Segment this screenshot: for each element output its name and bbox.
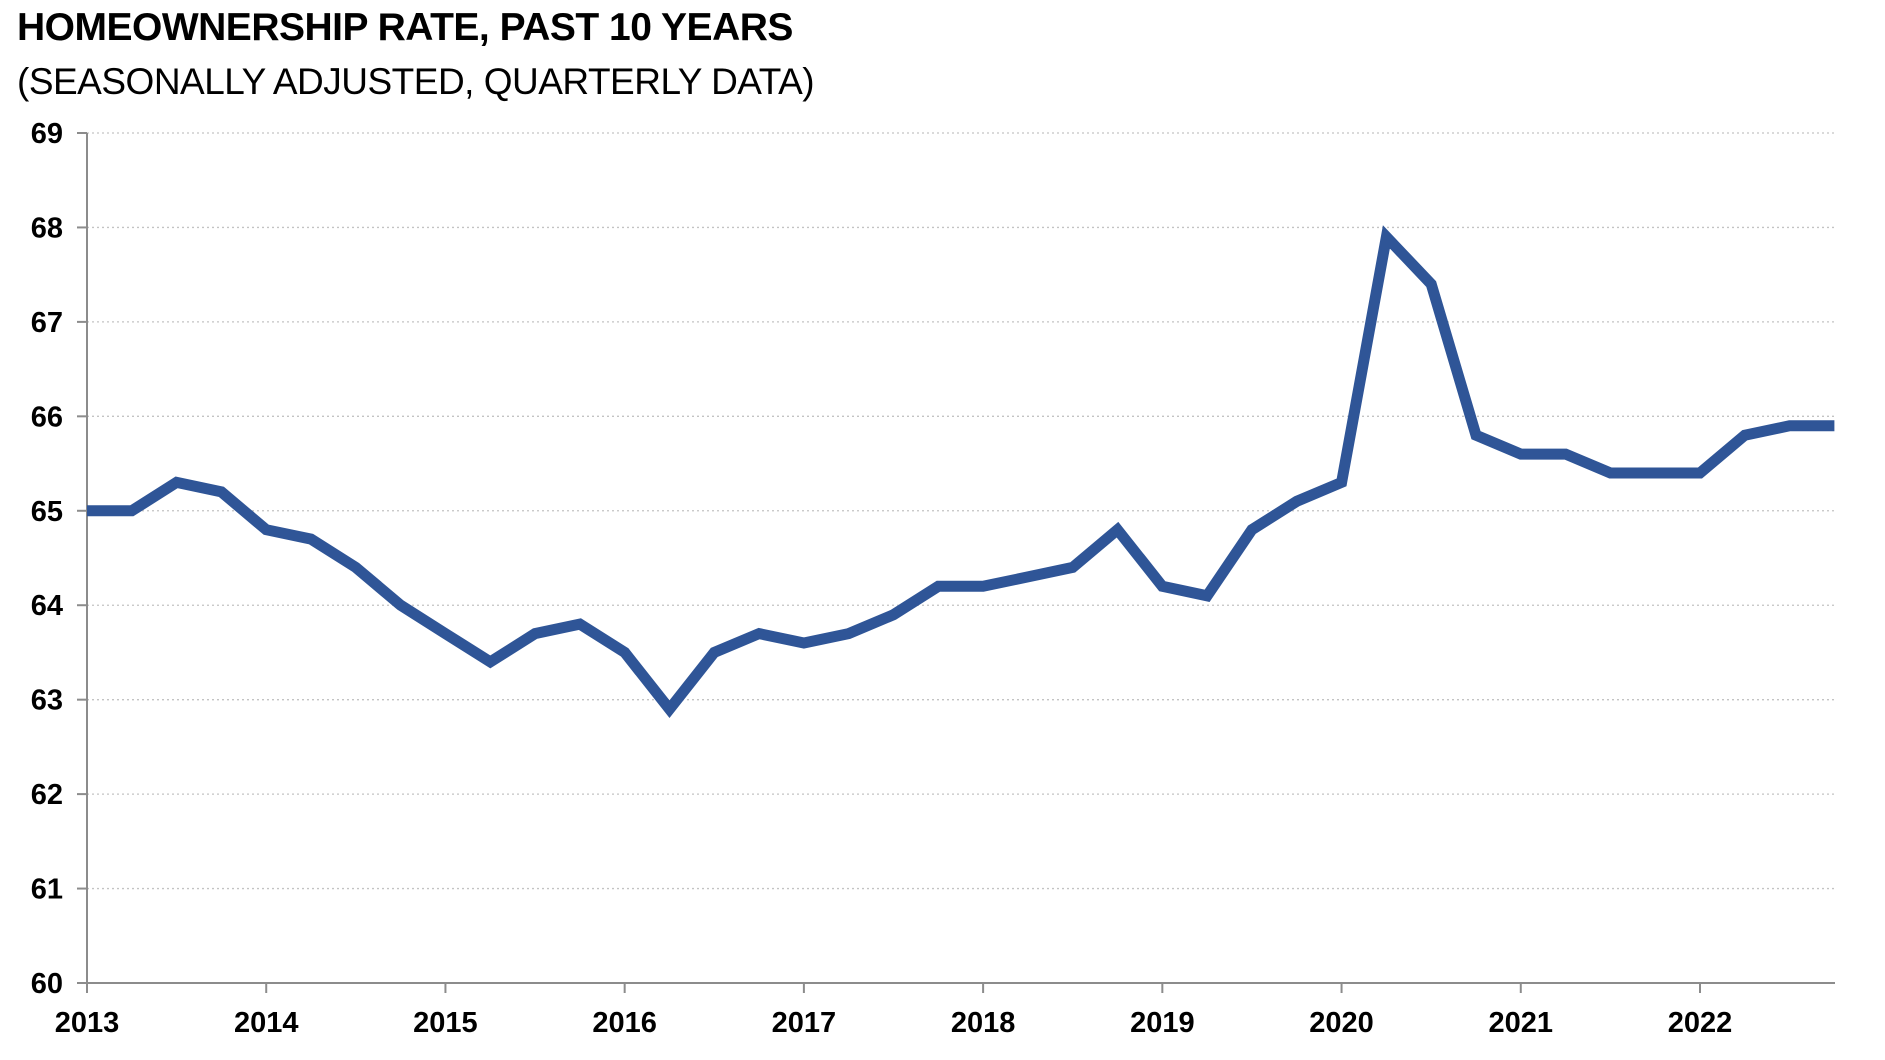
x-axis-tick-label: 2014 — [234, 1007, 299, 1039]
y-axis-tick-label: 65 — [31, 496, 63, 528]
y-axis-tick-label: 60 — [31, 968, 63, 1000]
y-axis-tick-label: 69 — [31, 118, 63, 150]
x-axis-tick-label: 2020 — [1309, 1007, 1374, 1039]
x-axis-tick-label: 2018 — [951, 1007, 1016, 1039]
x-axis-tick-label: 2019 — [1130, 1007, 1195, 1039]
chart-title: HOMEOWNERSHIP RATE, PAST 10 YEARS — [17, 6, 793, 49]
x-axis-tick-label: 2016 — [592, 1007, 657, 1039]
y-axis-tick-label: 62 — [31, 779, 63, 811]
y-axis-tick-label: 67 — [31, 307, 63, 339]
x-axis-tick-label: 2022 — [1668, 1007, 1733, 1039]
x-axis-tick-label: 2017 — [772, 1007, 837, 1039]
y-axis-tick-label: 63 — [31, 685, 63, 717]
x-axis-tick-label: 2013 — [55, 1007, 120, 1039]
x-axis-tick-label: 2021 — [1489, 1007, 1554, 1039]
homeownership-rate-line — [87, 225, 1835, 718]
chart-header: HOMEOWNERSHIP RATE, PAST 10 YEARS (SEASO… — [17, 6, 815, 102]
y-axis-tick-label: 66 — [31, 401, 63, 433]
y-axis-tick-label: 61 — [31, 874, 63, 906]
chart-subtitle: (SEASONALLY ADJUSTED, QUARTERLY DATA) — [17, 61, 815, 102]
y-axis-tick-label: 64 — [31, 590, 63, 622]
y-axis-tick-label: 68 — [31, 212, 63, 244]
x-axis-tick-label: 2015 — [413, 1007, 478, 1039]
